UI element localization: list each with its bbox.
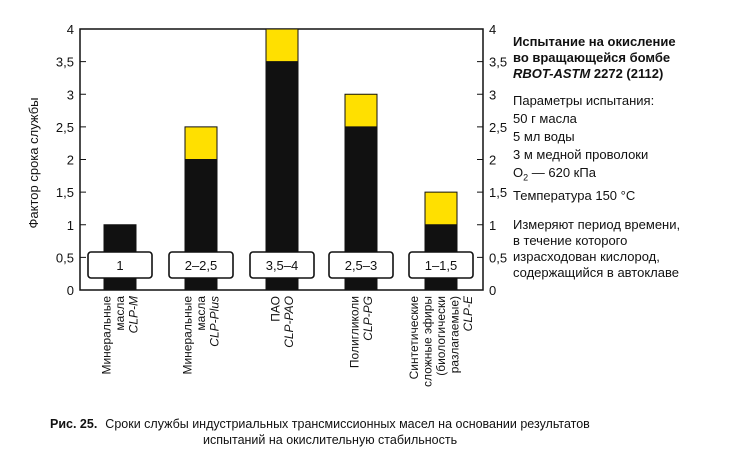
param-item-oxygen: O2 — 620 кПа xyxy=(513,164,735,187)
param-item: 3 м медной проволоки xyxy=(513,147,649,162)
test-description: Измеряют период времени, в течение котор… xyxy=(513,217,735,281)
value-range-box xyxy=(168,251,234,279)
desc-line: содержащийся в автоклаве xyxy=(513,264,679,280)
y-tick-label-right: 1,5 xyxy=(489,185,507,200)
y-tick-label-left: 4 xyxy=(67,22,74,37)
desc-line: в течение которого xyxy=(513,232,628,248)
oxygen-pressure: — 620 кПа xyxy=(528,165,596,180)
test-standard-code: RBOT-ASTM xyxy=(513,66,591,81)
value-range-box xyxy=(249,251,315,279)
test-title-line: во вращающейся бомбе xyxy=(513,50,671,65)
y-tick-label-left: 1,5 xyxy=(56,185,74,200)
category-name-line: масла xyxy=(113,296,127,331)
desc-line: израсходован кислород, xyxy=(513,248,660,264)
category-code: CLP-E xyxy=(461,295,475,331)
category-name-line: ПАО xyxy=(268,296,282,322)
y-axis-label: Фактор срока службы xyxy=(26,98,41,229)
category-label: Минеральные масла CLP-M xyxy=(100,296,141,375)
category-code: CLP-PG xyxy=(361,296,375,341)
caption-line: Сроки службы индустриальных трансмиссион… xyxy=(105,417,590,431)
oxygen-symbol: O xyxy=(513,165,524,180)
category-label: Полигликоли CLP-PG xyxy=(347,296,375,368)
param-item: 50 г масла xyxy=(513,111,577,126)
y-tick-label-left: 1 xyxy=(67,218,74,233)
value-range-label: 2–2,5 xyxy=(185,258,218,273)
category-name-line: Полигликоли xyxy=(347,296,361,368)
category-label: Синтетические сложные эфиры (биологически р… xyxy=(407,295,475,387)
value-range-label: 2,5–3 xyxy=(345,258,378,273)
category-code: CLP-Plus xyxy=(208,296,222,347)
category-label: ПАО CLP-PAO xyxy=(268,296,296,348)
desc-line: Измеряют период времени, xyxy=(513,216,681,232)
param-item: Температура 150 °С xyxy=(513,187,636,203)
category-name-line: Минеральные xyxy=(100,296,114,375)
test-title-line: RBOT-ASTM 2272 (2112) xyxy=(513,66,735,82)
test-title-line: Испытание на окисление xyxy=(513,34,676,49)
category-code: CLP-PAO xyxy=(282,296,296,348)
chart: 0 0 0,5 0,5 1 1 1,5 1,5 2 2 2,5 2,5 3 3 3,5 3,5 4 4 1 2–2,… xyxy=(26,22,507,387)
y-tick-label-left: 3 xyxy=(67,87,74,102)
test-conditions-panel: Испытание на окисление во вращающейся бо… xyxy=(513,34,735,281)
bar-top xyxy=(424,191,458,226)
value-range-label: 1–1,5 xyxy=(425,258,458,273)
category-name-line: Минеральные xyxy=(181,296,195,375)
test-standard-number: 2272 (2112) xyxy=(590,66,664,81)
category-name-line: Синтетические xyxy=(407,296,421,380)
category-code: CLP-M xyxy=(127,296,141,333)
y-tick-label-right: 0,5 xyxy=(489,250,507,265)
y-tick-label-left: 2,5 xyxy=(56,120,74,135)
y-tick-label-right: 2 xyxy=(489,153,496,168)
value-range-box xyxy=(408,251,474,279)
value-range-box xyxy=(87,251,153,279)
params-header: Параметры испытания: xyxy=(513,93,655,108)
y-tick-label-left: 0 xyxy=(67,283,74,298)
test-parameters: Параметры испытания: 50 г масла 5 мл вод… xyxy=(513,92,735,205)
value-range-label: 3,5–4 xyxy=(266,258,299,273)
value-range-box xyxy=(328,251,394,279)
oxygen-subscript: 2 xyxy=(523,172,529,183)
y-tick-label-right: 3 xyxy=(489,87,496,102)
y-tick-label-right: 1 xyxy=(489,218,496,233)
y-tick-label-right: 4 xyxy=(489,22,496,37)
category-name-line: масла xyxy=(194,296,208,331)
category-name-line: (биологически xyxy=(434,296,448,376)
param-item: 5 мл воды xyxy=(513,129,575,144)
figure-caption: Рис. 25. Сроки службы индустриальных тран… xyxy=(50,416,710,448)
y-tick-label-left: 3,5 xyxy=(56,55,74,70)
bar-top xyxy=(265,28,299,63)
category-label: Минеральные масла CLP-Plus xyxy=(181,296,222,375)
y-tick-label-left: 0,5 xyxy=(56,250,74,265)
y-tick-label-right: 0 xyxy=(489,283,496,298)
y-tick-label-right: 3,5 xyxy=(489,55,507,70)
category-name-line: разлагаемые) xyxy=(448,296,462,373)
test-title: Испытание на окисление во вращающейся бо… xyxy=(513,34,735,82)
y-tick-label-right: 2,5 xyxy=(489,120,507,135)
value-range-label: 1 xyxy=(116,258,123,273)
figure-number: Рис. 25. xyxy=(50,417,98,431)
bar-top xyxy=(344,93,378,128)
bar-top xyxy=(184,126,218,160)
category-name-line: сложные эфиры xyxy=(421,296,435,387)
y-tick-label-left: 2 xyxy=(67,153,74,168)
caption-line: испытаний на окислительную стабильность xyxy=(203,433,458,447)
